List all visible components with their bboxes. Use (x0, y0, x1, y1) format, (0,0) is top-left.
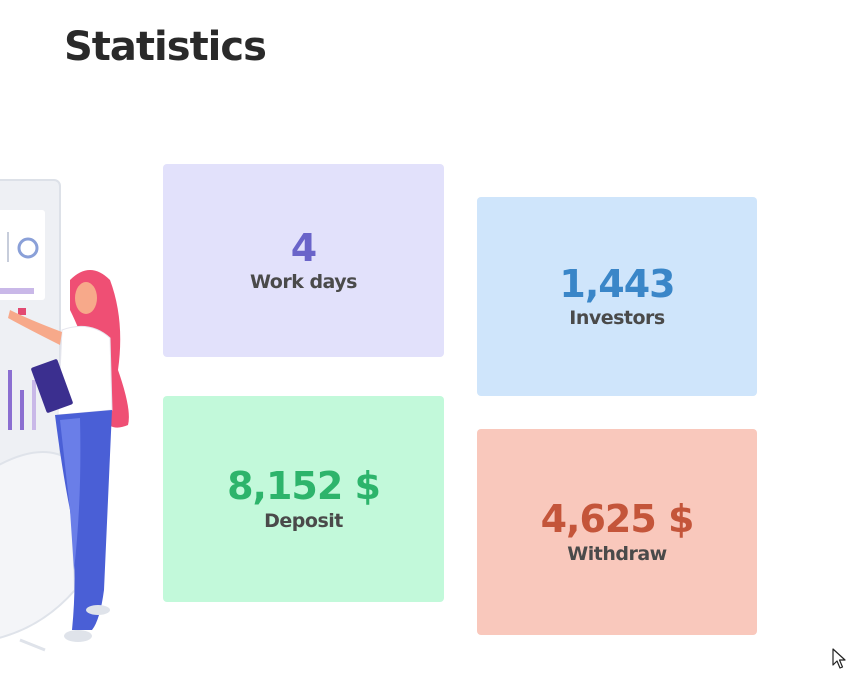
investors-value: 1,443 (559, 261, 675, 306)
investors-label: Investors (569, 307, 665, 330)
woman-with-clipboard-illustration (0, 179, 129, 652)
work-days-value: 4 (290, 225, 317, 270)
clipboard-icon (31, 359, 73, 413)
stat-card-withdraw: 4,625 $ Withdraw (477, 429, 757, 635)
shirt (57, 325, 113, 416)
withdraw-value: 4,625 $ (540, 497, 695, 542)
mouse-pointer-icon (832, 648, 846, 669)
deposit-value: 8,152 $ (227, 464, 381, 509)
deposit-label: Deposit (264, 509, 343, 532)
page-title: Statistics (64, 24, 267, 70)
withdraw-label: Withdraw (567, 542, 667, 565)
chair (0, 451, 77, 639)
stat-card-deposit: 8,152 $ Deposit (163, 396, 444, 602)
stat-card-work-days: 4 Work days (163, 164, 444, 357)
stat-card-investors: 1,443 Investors (477, 197, 757, 396)
work-days-label: Work days (250, 271, 358, 294)
dashboard-donut-icon (17, 237, 39, 259)
